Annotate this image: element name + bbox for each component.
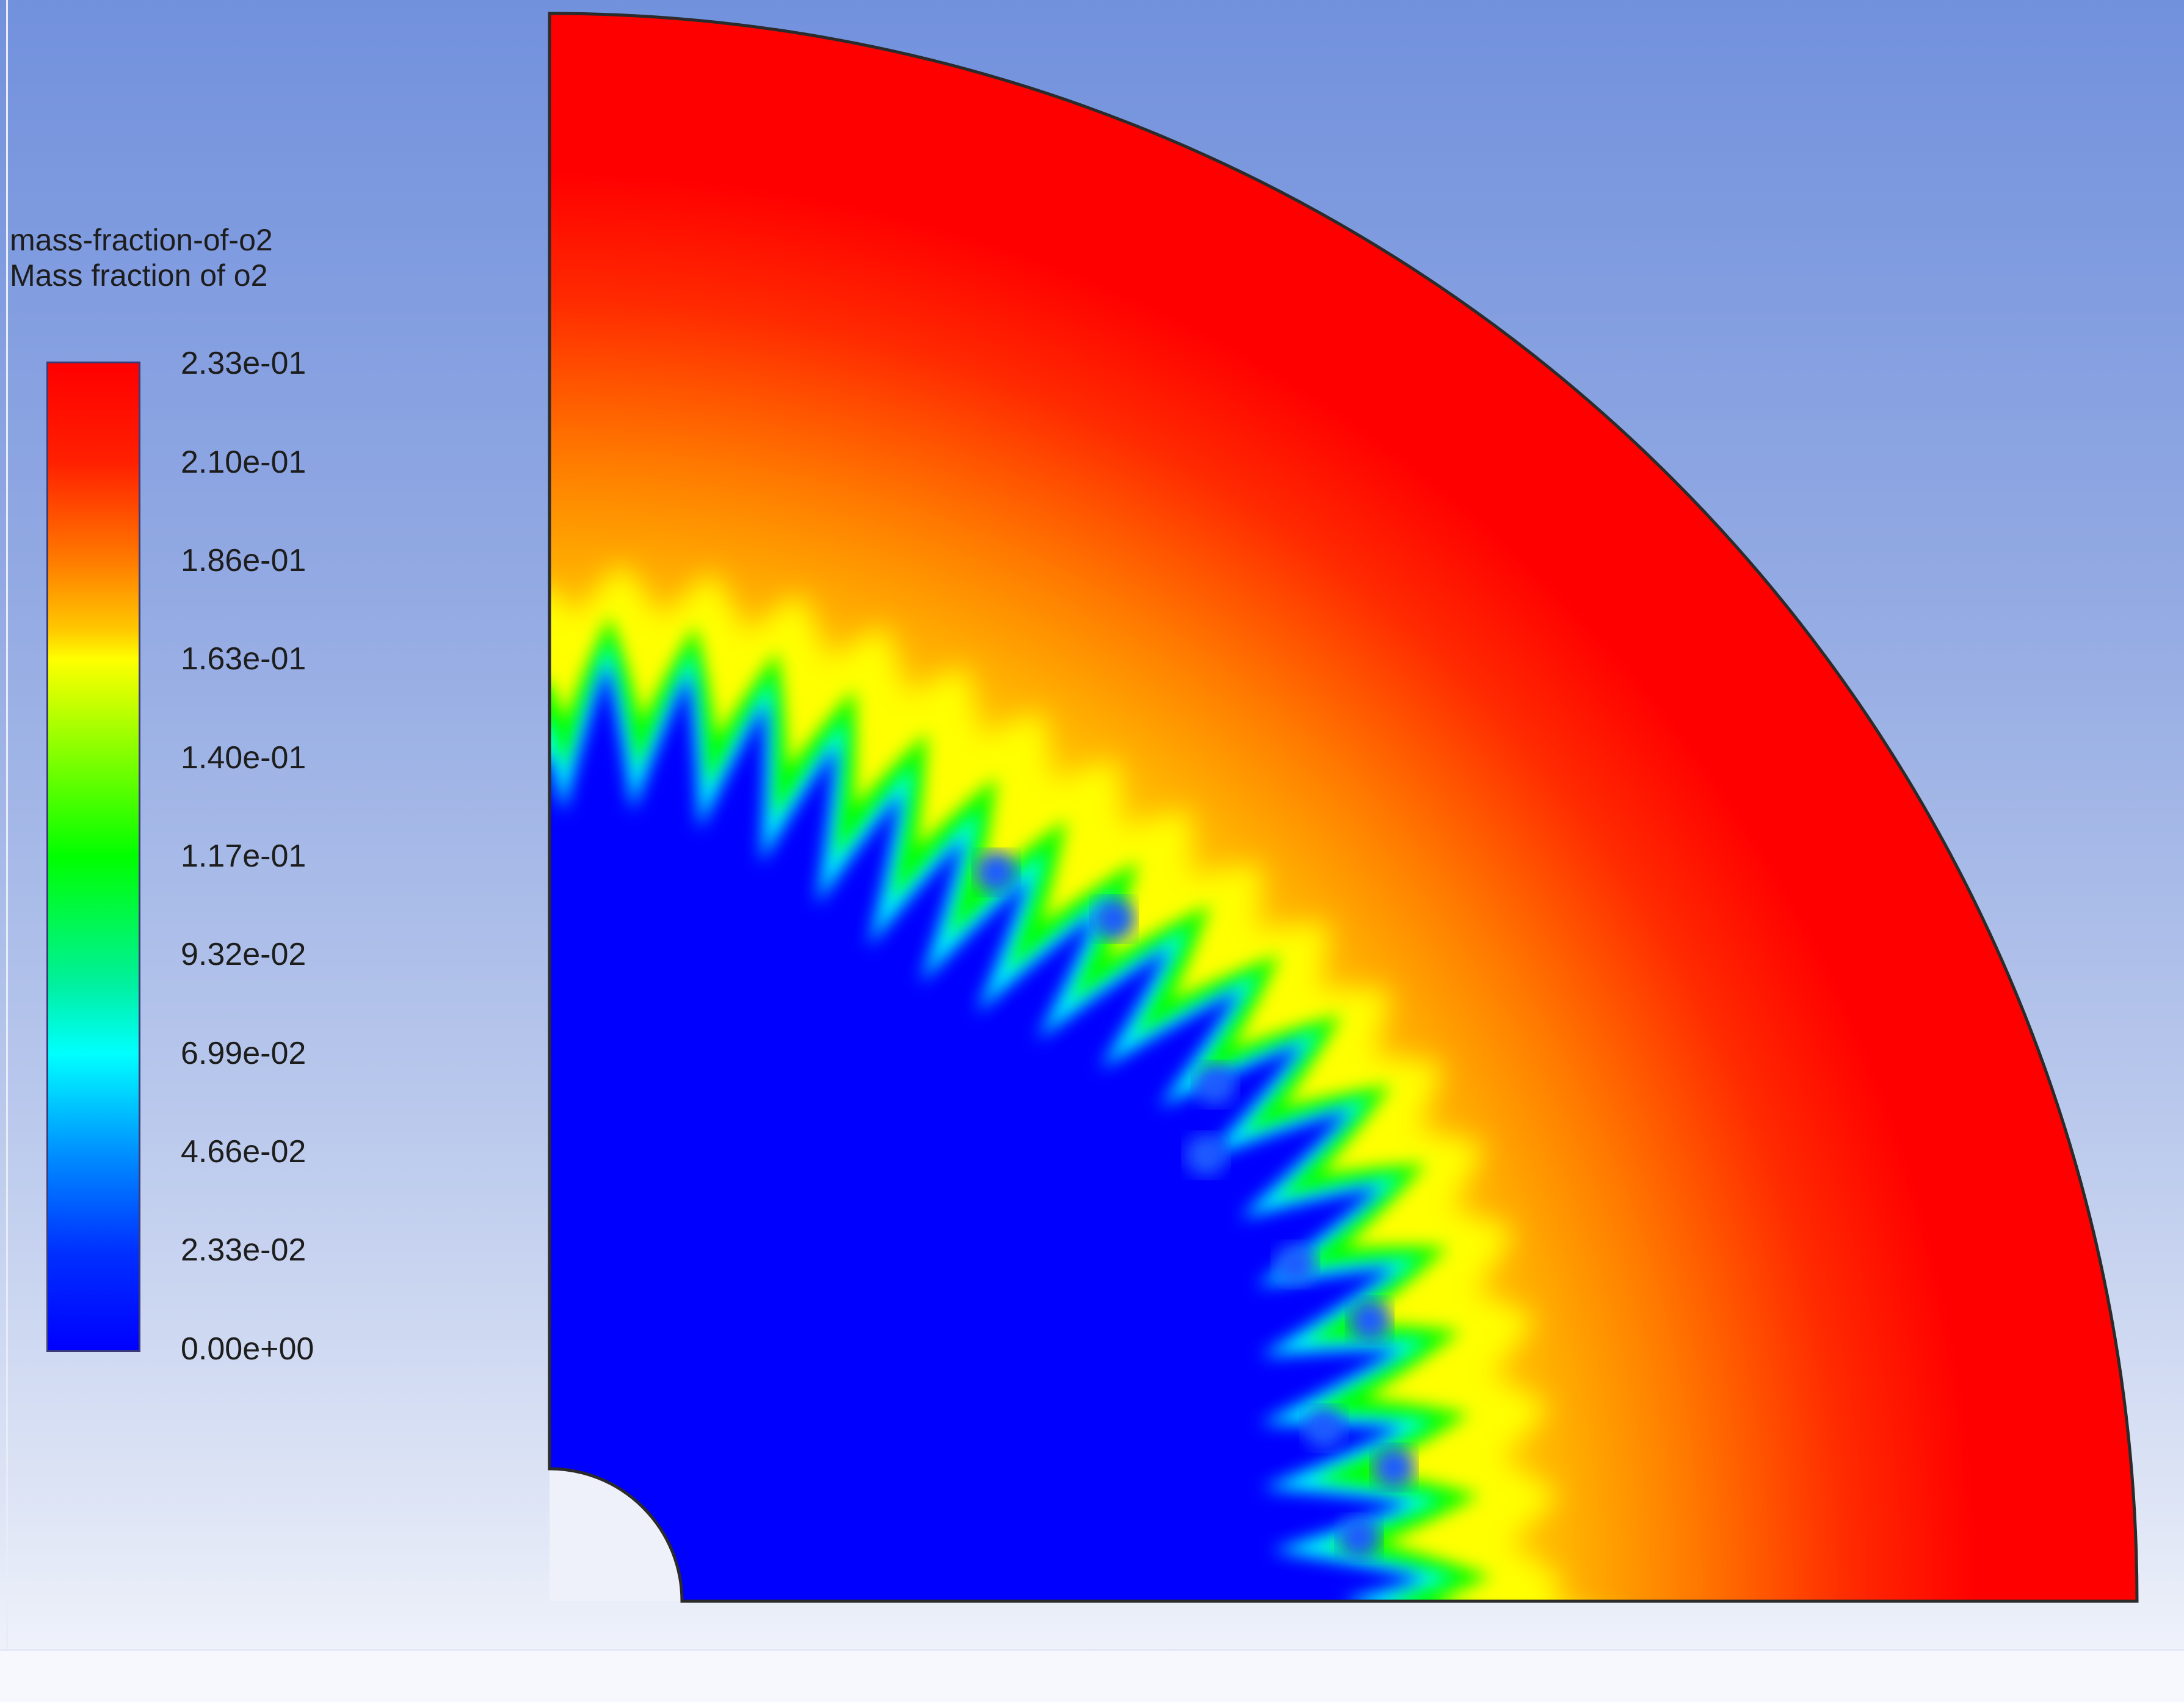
legend-tick-label: 1.40e-01: [181, 740, 307, 776]
depleted-spot: [1373, 1447, 1415, 1488]
depleted-spot: [1338, 1516, 1380, 1558]
legend-variable-label: Mass fraction of o2: [10, 258, 268, 293]
legend-variable-name: mass-fraction-of-o2: [10, 223, 273, 257]
depleted-spot: [1274, 1243, 1316, 1286]
contour-plot[interactable]: [0, 0, 2184, 1649]
depleted-spot: [1303, 1407, 1345, 1449]
depleted-spot: [975, 851, 1017, 893]
legend-tick-label: 2.10e-01: [181, 445, 307, 480]
legend-tick-label: 1.17e-01: [181, 838, 307, 874]
depleted-core-solid: [550, 767, 1417, 1601]
depleted-spot: [1093, 898, 1135, 940]
legend-tick-label: 6.99e-02: [181, 1036, 307, 1071]
legend-tick-label: 0.00e+00: [181, 1331, 314, 1367]
legend-tick-label: 4.66e-02: [181, 1134, 307, 1169]
depleted-spot: [1349, 1300, 1391, 1341]
viewport-frame-line: [6, 0, 8, 1700]
inner-hole: [550, 1469, 682, 1601]
depleted-spot: [1185, 1134, 1227, 1176]
legend-tick-label: 2.33e-01: [181, 346, 307, 381]
legend-tick-label: 2.33e-02: [181, 1232, 307, 1268]
legend-colorbar: [46, 362, 140, 1352]
domain-boundary: [548, 12, 2139, 1603]
bottom-status-strip: [0, 1649, 2184, 1702]
legend-tick-label: 1.86e-01: [181, 543, 307, 578]
legend-tick-label: 9.32e-02: [181, 937, 307, 972]
legend-tick-label: 1.63e-01: [181, 641, 307, 677]
depleted-spot: [1194, 1064, 1236, 1106]
